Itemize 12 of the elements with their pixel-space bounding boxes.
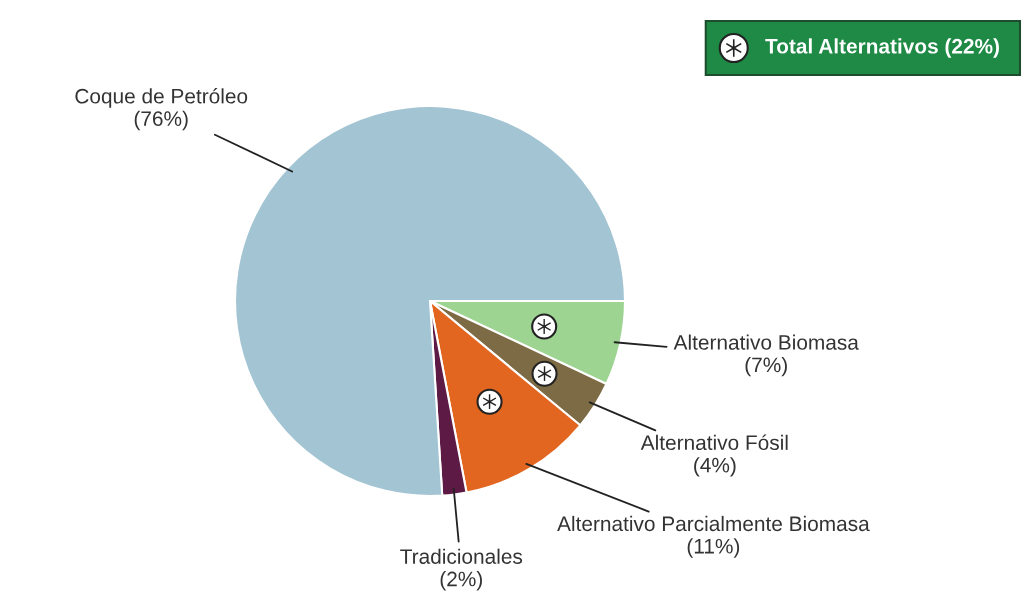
- slice-label: Coque de Petróleo: [75, 88, 248, 108]
- data-label: (7%): [745, 356, 787, 377]
- data-label: (2%): [440, 571, 482, 591]
- slice-label: Alternativo Fósil: [640, 434, 788, 451]
- data-label: (4%): [694, 457, 736, 477]
- slice-label: Tradicionales: [400, 548, 523, 564]
- slice-label: Alternativo Biomasa: [673, 334, 859, 350]
- data-label: (11%): [687, 538, 740, 558]
- slice-label: Alternativo Parcialmente Biomasa: [557, 515, 870, 532]
- pie-slice: [233, 104, 627, 498]
- data-label: (76%): [134, 110, 188, 131]
- text: Total Alternativos (22%): [765, 38, 999, 58]
